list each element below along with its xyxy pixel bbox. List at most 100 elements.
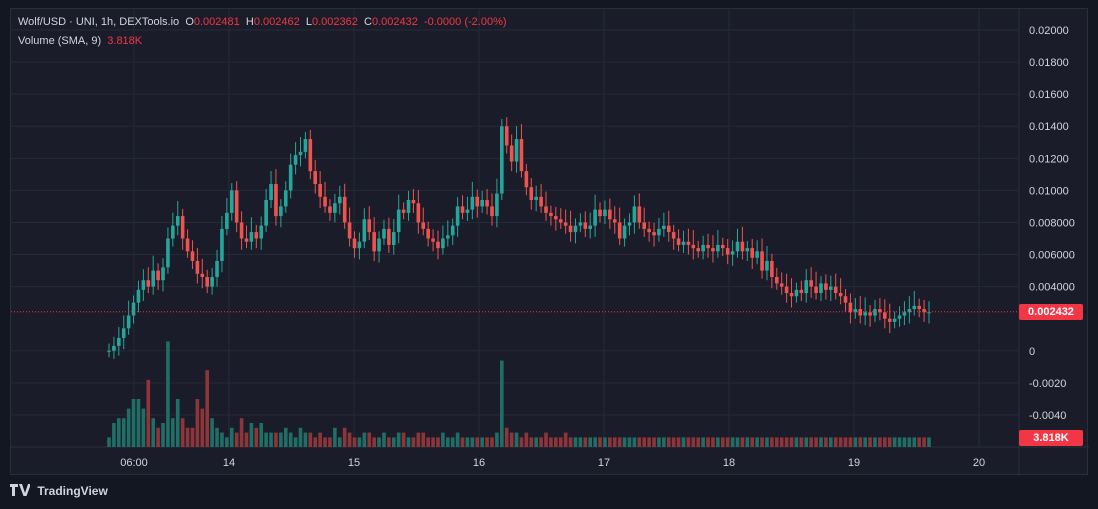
volume-bar <box>824 437 828 447</box>
candle-body <box>750 248 755 258</box>
candle-body <box>372 232 376 252</box>
candle-body <box>436 241 440 249</box>
candle-body <box>460 206 465 213</box>
volume-legend: Volume (SMA, 9) 3.818K <box>18 35 142 47</box>
candle-body <box>563 222 568 226</box>
candle-body <box>519 139 524 172</box>
volume-bar <box>593 437 597 447</box>
candlestick-chart[interactable]: 0.02000 0.01800 0.01600 0.01400 0.01200 0.010… <box>11 9 1089 476</box>
candle-body <box>671 232 676 239</box>
volume-bar <box>112 423 116 447</box>
candle-body <box>156 270 160 281</box>
volume-bar <box>632 437 637 447</box>
candle-body <box>151 270 155 287</box>
candle-body <box>357 241 362 249</box>
candle-body <box>323 196 327 207</box>
volume-bar <box>853 437 858 447</box>
candle-body <box>696 248 701 252</box>
volume-bar <box>171 418 175 447</box>
volume-bar <box>627 437 632 447</box>
candle-body <box>583 222 588 229</box>
candle-body <box>833 286 838 294</box>
candle-body <box>617 222 622 239</box>
volume-bar <box>195 399 200 447</box>
ohlc-legend: Wolf/USD · UNI, 1h, DEXTools.io O0.00248… <box>18 16 507 28</box>
volume-bar <box>362 432 367 447</box>
volume-bar <box>318 432 322 447</box>
candle-body <box>279 206 283 217</box>
volume-bar <box>558 437 563 447</box>
candle-body <box>244 238 249 242</box>
chart-pane[interactable]: 0.02000 0.01800 0.01600 0.01400 0.01200 0.010… <box>10 8 1089 476</box>
candle-body <box>426 228 430 239</box>
volume-bar <box>828 437 833 447</box>
candle-body <box>318 183 322 197</box>
volume-bar <box>716 437 720 447</box>
brand-label: TradingView <box>37 484 108 498</box>
candle-body <box>136 289 141 303</box>
volume-bar <box>337 437 342 447</box>
candle-body <box>352 238 357 249</box>
candle-body <box>558 219 563 223</box>
y-tick-label: 0 <box>1029 346 1035 358</box>
volume-bar <box>671 437 676 447</box>
candle-body <box>706 244 710 249</box>
candle-body <box>185 238 190 252</box>
candle-body <box>112 345 116 351</box>
volume-bar <box>244 432 249 447</box>
symbol-label[interactable]: Wolf/USD · UNI, 1h, DEXTools.io <box>18 16 180 28</box>
candle-body <box>755 251 759 258</box>
volume-bar <box>878 437 882 447</box>
volume-bar <box>883 437 887 447</box>
volume-bar <box>573 437 578 447</box>
volume-bar <box>328 437 332 447</box>
volume-bar <box>578 437 583 447</box>
candle-body <box>514 139 519 162</box>
candle-body <box>892 318 897 322</box>
volume-bar <box>131 399 136 447</box>
volume-bar <box>249 423 254 447</box>
candle-body <box>701 244 705 252</box>
volume-bar <box>519 437 524 447</box>
volume-bar <box>637 437 642 447</box>
volume-bar <box>868 437 872 447</box>
candle-body <box>878 309 882 313</box>
volume-bar <box>676 437 681 447</box>
volume-bar <box>151 418 155 447</box>
volume-badge: 3.818K <box>1019 430 1083 446</box>
candle-body <box>210 277 214 287</box>
candle-body <box>141 280 146 290</box>
volume-bar <box>902 437 907 447</box>
candle-body <box>411 200 416 204</box>
volume-bar <box>848 437 853 447</box>
candle-body <box>794 289 799 297</box>
volume-bar <box>554 437 558 447</box>
candle-body <box>902 312 907 316</box>
candle-body <box>716 244 720 252</box>
candle-body <box>234 190 239 223</box>
candle-body <box>765 260 769 271</box>
candle-body <box>500 126 504 194</box>
volume-bar <box>283 427 288 447</box>
volume-bar <box>750 437 755 447</box>
candle-body <box>293 155 298 165</box>
candle-body <box>868 312 872 316</box>
candle-body <box>446 235 450 239</box>
footer-brand[interactable]: TradingView <box>10 484 108 499</box>
candle-body <box>470 196 475 210</box>
volume-label[interactable]: Volume (SMA, 9) <box>18 35 102 47</box>
x-tick-label: 16 <box>473 457 485 469</box>
candle-body <box>171 225 175 239</box>
candle-body <box>190 251 195 261</box>
candle-body <box>598 209 602 217</box>
candle-body <box>337 196 342 204</box>
candle-body <box>450 225 455 236</box>
candle-body <box>804 280 809 294</box>
candle-body <box>367 219 372 233</box>
volume-bar <box>401 432 406 447</box>
candle-body <box>612 219 617 223</box>
candle-body <box>131 302 136 316</box>
candle-body <box>259 225 264 239</box>
volume-bar <box>735 437 740 447</box>
volume-bar <box>706 437 710 447</box>
